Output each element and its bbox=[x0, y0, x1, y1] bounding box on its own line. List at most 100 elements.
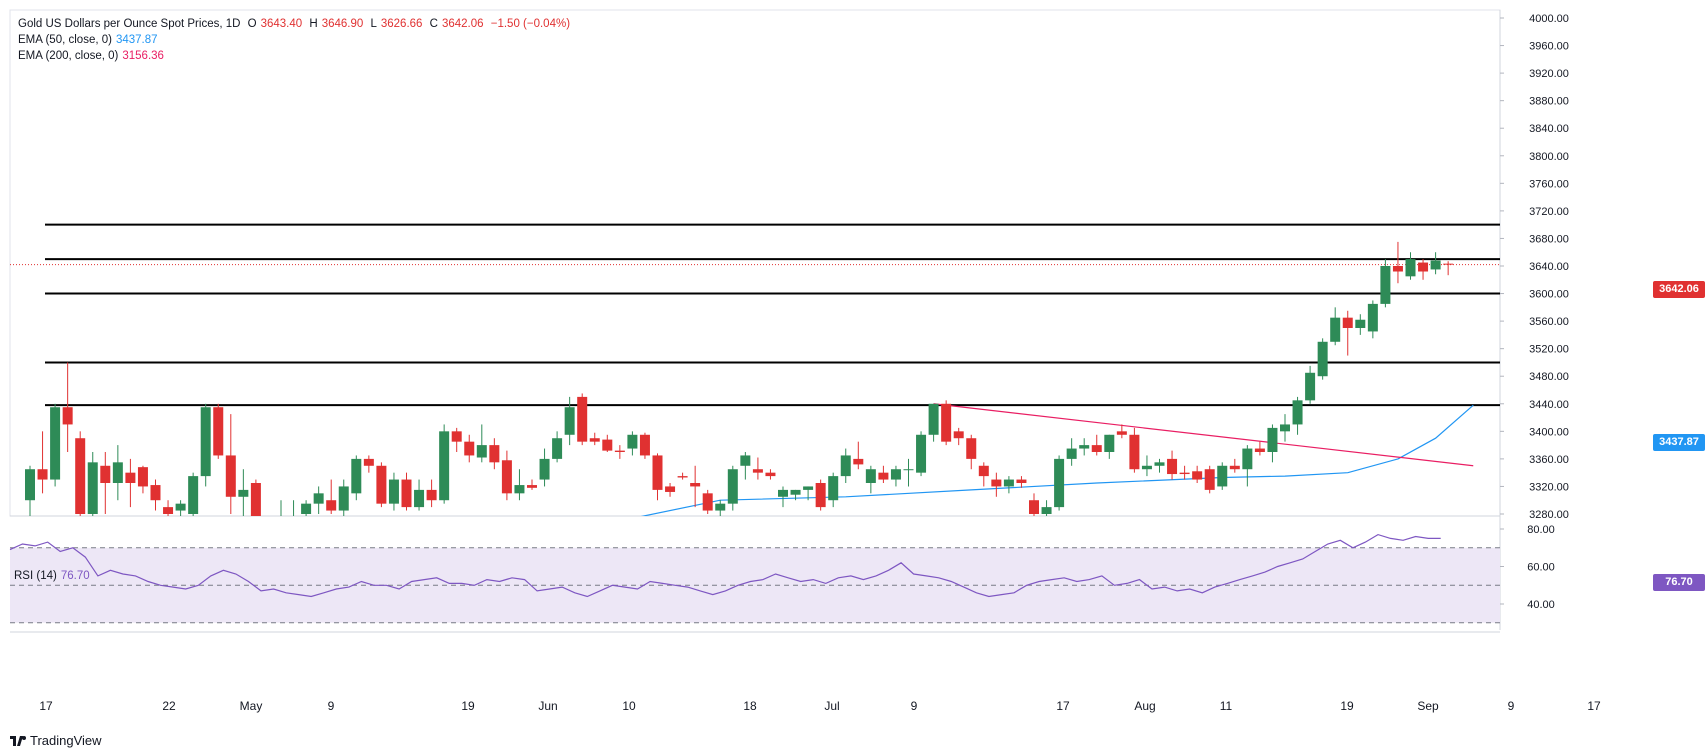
candle bbox=[677, 472, 688, 480]
candle-body bbox=[250, 483, 261, 516]
close-label: C bbox=[429, 18, 438, 30]
candle-body bbox=[313, 493, 324, 504]
candle-body bbox=[376, 465, 387, 504]
plot-area bbox=[25, 241, 1474, 542]
candle bbox=[351, 455, 362, 501]
brand[interactable]: TradingView bbox=[10, 733, 102, 748]
candle bbox=[1116, 424, 1127, 439]
candle-body bbox=[1167, 458, 1178, 475]
candle bbox=[514, 469, 525, 501]
candle-body bbox=[514, 485, 525, 494]
time-tick-label: 19 bbox=[1340, 699, 1354, 713]
candle bbox=[1141, 455, 1152, 477]
candle bbox=[1392, 241, 1403, 284]
time-tick-label: Sep bbox=[1417, 699, 1439, 713]
candle-body bbox=[276, 531, 286, 541]
candle-body bbox=[1141, 465, 1152, 470]
candle bbox=[213, 403, 224, 459]
time-tick-label: 9 bbox=[328, 699, 335, 713]
rsi-line bbox=[9, 533, 1441, 598]
candle-body bbox=[326, 500, 337, 511]
candle bbox=[200, 403, 211, 487]
candle-body bbox=[639, 434, 650, 456]
candle bbox=[639, 432, 650, 459]
candle bbox=[1016, 476, 1027, 488]
candle-body bbox=[1217, 465, 1228, 487]
price-tick-label: 3600.00 bbox=[1529, 289, 1569, 301]
candle-body bbox=[414, 489, 425, 508]
candle-body bbox=[1267, 427, 1278, 452]
candle-body bbox=[501, 460, 512, 494]
time-tick-label: 10 bbox=[622, 699, 636, 713]
candle bbox=[878, 465, 889, 483]
candle-body bbox=[840, 455, 851, 477]
candle-body bbox=[200, 407, 211, 477]
candle bbox=[150, 479, 161, 511]
candle-body bbox=[263, 535, 273, 542]
price-tick-label: 3680.00 bbox=[1529, 233, 1569, 245]
candle-body bbox=[1066, 448, 1077, 459]
candle bbox=[1192, 465, 1203, 483]
rsi-tick-label: 60.00 bbox=[1527, 562, 1555, 574]
candle bbox=[1367, 300, 1378, 339]
candle-body bbox=[225, 455, 236, 497]
candle bbox=[614, 445, 625, 459]
candle-body bbox=[878, 472, 889, 480]
rsi-legend[interactable]: RSI (14) 76.70 bbox=[14, 570, 90, 582]
candle-body bbox=[363, 458, 374, 466]
candle-body bbox=[1443, 263, 1454, 265]
candle bbox=[363, 455, 374, 473]
time-tick-label: 17 bbox=[1587, 699, 1601, 713]
candle bbox=[250, 479, 261, 516]
candle-body bbox=[903, 469, 914, 471]
candle-body bbox=[677, 476, 688, 478]
price-tick-label: 3280.00 bbox=[1529, 509, 1569, 521]
candle-body bbox=[163, 507, 174, 514]
price-tick-label: 3800.00 bbox=[1529, 151, 1569, 163]
candle bbox=[577, 393, 588, 446]
candle bbox=[1079, 438, 1090, 456]
candle-body bbox=[1254, 448, 1265, 452]
time-tick-label: Aug bbox=[1134, 699, 1155, 713]
candle bbox=[1167, 450, 1178, 480]
candle-body bbox=[1418, 262, 1429, 272]
candle bbox=[1217, 462, 1228, 490]
ema200-value: 3156.36 bbox=[122, 50, 164, 62]
close-value: 3642.06 bbox=[441, 18, 484, 30]
ema200-legend[interactable]: EMA (200, close, 0) 3156.36 bbox=[18, 49, 168, 64]
candle bbox=[137, 465, 148, 494]
candle bbox=[276, 500, 286, 541]
open-value: 3643.40 bbox=[260, 18, 303, 30]
price-tick-label: 3560.00 bbox=[1529, 316, 1569, 328]
trend-line bbox=[933, 403, 1474, 467]
candle-body bbox=[778, 489, 788, 497]
candle-body bbox=[1305, 372, 1316, 401]
candle-body bbox=[815, 483, 826, 508]
candle-body bbox=[1330, 317, 1341, 342]
candle bbox=[966, 434, 977, 470]
candle-body bbox=[75, 438, 86, 514]
candle bbox=[978, 462, 989, 487]
candle bbox=[828, 472, 839, 508]
ema50-legend[interactable]: EMA (50, close, 0) 3437.87 bbox=[18, 33, 162, 48]
time-tick-label: 18 bbox=[743, 699, 757, 713]
candle-body bbox=[589, 438, 600, 442]
candle bbox=[464, 434, 475, 463]
candle-body bbox=[1317, 341, 1328, 377]
candle bbox=[1342, 310, 1353, 356]
time-tick-label: 19 bbox=[461, 699, 475, 713]
candle-body bbox=[351, 458, 362, 494]
price-tick-label: 3760.00 bbox=[1529, 178, 1569, 190]
candle bbox=[50, 403, 61, 487]
candle-body bbox=[702, 493, 713, 511]
candle bbox=[1029, 493, 1039, 516]
candle-body bbox=[715, 503, 726, 511]
price-tick-label: 3960.00 bbox=[1529, 41, 1569, 53]
candle bbox=[25, 465, 35, 516]
candle-body bbox=[439, 431, 450, 501]
candle-body bbox=[740, 455, 751, 466]
price-tick-label: 3320.00 bbox=[1529, 481, 1569, 493]
candle-body bbox=[614, 450, 625, 452]
candle bbox=[589, 432, 600, 446]
candle bbox=[803, 486, 814, 501]
